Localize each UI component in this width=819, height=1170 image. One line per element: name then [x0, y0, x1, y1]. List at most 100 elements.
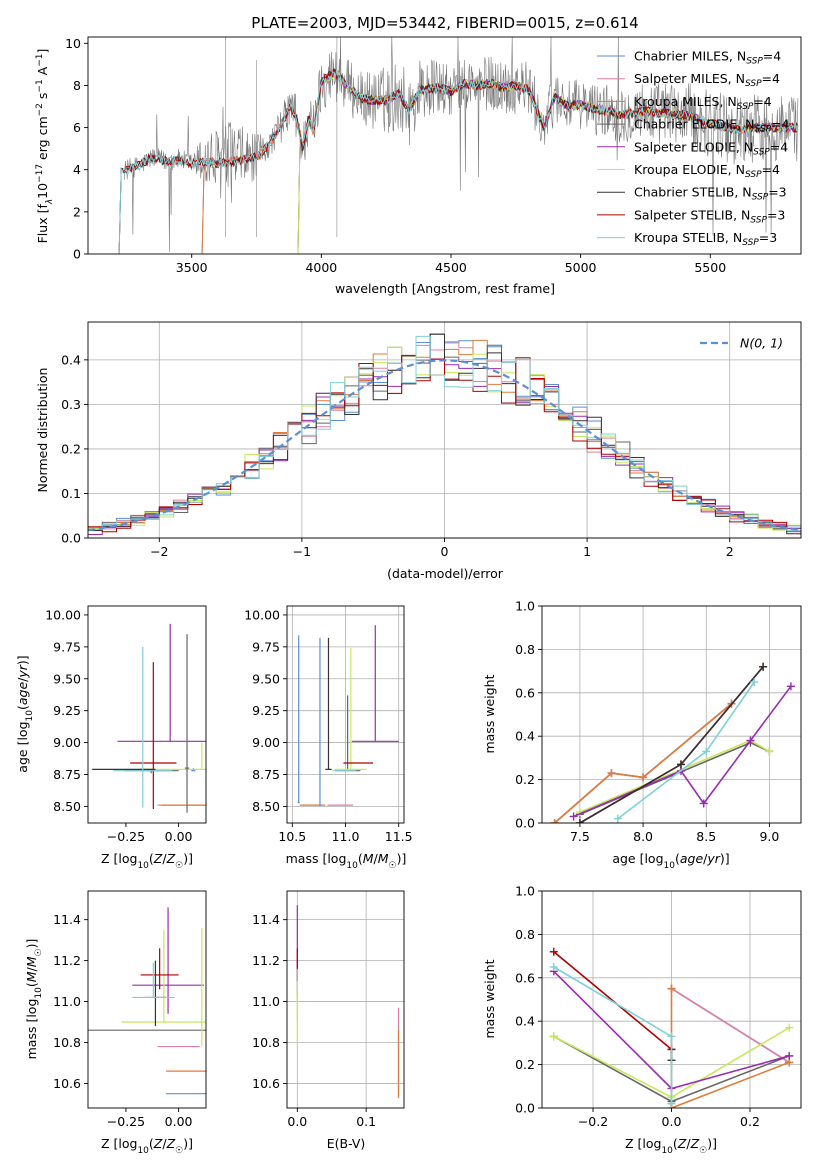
plot-area: [118, 37, 799, 254]
y-tick-label: 10.00: [45, 607, 81, 622]
legend-label: Salpeter ELODIE, NSSP=4: [634, 139, 788, 157]
plot-area: [549, 947, 794, 1108]
weight-line: [554, 702, 733, 823]
y-tick-label: 4: [73, 162, 81, 177]
y-tick-label: 0.4: [515, 1014, 535, 1029]
x-tick-label: −0.2: [578, 1114, 608, 1129]
y-tick-label: 2: [73, 204, 81, 219]
x-tick-label: −2: [150, 544, 168, 559]
plot-area: [296, 905, 400, 1098]
x-tick-label: 0.1: [356, 1114, 376, 1129]
x-tick-label: 0.00: [165, 829, 193, 844]
errorbar: [184, 634, 190, 813]
weight-marker: [549, 962, 558, 971]
panel-age-vs-mass: 10.5 11.0 11.5 8.50 8.75 9.00 9.25 9.50 9.75 10.0…: [244, 605, 413, 871]
weight-marker: [667, 1099, 676, 1108]
errorbar: [334, 648, 367, 770]
legend-label: Kroupa ELODIE, NSSP=4: [634, 162, 780, 180]
x-tick-label: 4500: [435, 260, 467, 275]
panel-spectrum: 3500 4000 4500 5000 5500 0 2 4 6 8 10 Chabrier MILE…: [35, 36, 802, 296]
y-tick-label: 11.2: [252, 953, 280, 968]
spectrum-model-line: [118, 69, 799, 254]
x-tick-label: −1: [293, 544, 311, 559]
y-tick-label: 1.0: [515, 599, 535, 614]
y-tick-label: 11.4: [53, 912, 81, 927]
y-tick-label: 0.6: [515, 970, 535, 985]
errorbar: [138, 742, 206, 770]
x-axis-label: age [log10(age/yr)]: [612, 851, 729, 871]
x-tick-label: 5500: [694, 260, 726, 275]
plot-area: [88, 333, 801, 537]
weight-marker: [702, 747, 711, 756]
x-axis-label: E(B-V): [327, 1136, 366, 1151]
weight-marker: [786, 682, 795, 691]
y-tick-label: 0.3: [61, 397, 81, 412]
weight-marker: [607, 769, 616, 778]
weight-line: [579, 666, 764, 823]
x-tick-label: 2: [726, 544, 734, 559]
x-tick-label: 5000: [565, 260, 597, 275]
weight-line: [671, 987, 790, 1064]
y-tick-label: 0.2: [515, 772, 535, 787]
panel-mass-vs-EBV: 0.0 0.1 10.6 10.8 11.0 11.2 11.4 E(B-V): [252, 890, 405, 1151]
x-axis-label: mass [log10(M/M☉)]: [286, 851, 407, 871]
y-tick-label: 8.50: [53, 799, 81, 814]
x-axis-label: wavelength [Angstrom, rest frame]: [335, 281, 555, 296]
y-tick-label: 0: [73, 247, 81, 262]
y-axis-label: Flux [fλ10−17 erg cm−2 s−1 A−1]: [35, 49, 55, 244]
y-axis-label: Normed distribution: [35, 368, 50, 493]
panel-mass-vs-Z: −0.25 0.00 10.6 10.8 11.0 11.2 11.4 Z [log10(Z/…: [24, 890, 207, 1156]
weight-line: [573, 685, 792, 818]
weight-line: [553, 951, 673, 1051]
y-tick-label: 11.0: [252, 994, 280, 1009]
weight-marker: [667, 984, 676, 993]
weight-marker: [549, 947, 558, 956]
weight-marker: [765, 747, 774, 756]
errorbar: [297, 635, 300, 804]
errorbar: [117, 623, 206, 742]
x-tick-label: 0.0: [287, 1114, 307, 1129]
y-tick-label: 9.25: [53, 703, 81, 718]
errorbar: [132, 962, 175, 999]
y-tick-label: 8.75: [53, 767, 81, 782]
x-axis-label: (data-model)/error: [387, 566, 504, 581]
x-tick-label: 4000: [305, 260, 337, 275]
errorbar: [144, 960, 166, 1027]
y-axis-label: age [log10(age/yr)]: [15, 655, 35, 772]
weight-line: [670, 988, 790, 1108]
errorbar: [113, 646, 173, 808]
panel-age-vs-Z: −0.25 0.00 8.50 8.75 9.00 9.25 9.50 9.75 10.00 Z …: [15, 605, 207, 871]
weight-marker: [575, 819, 584, 823]
normal-curve: [88, 359, 801, 532]
weight-marker: [569, 812, 578, 821]
y-tick-label: 11.0: [53, 994, 81, 1009]
weight-marker: [667, 1032, 676, 1041]
weight-marker: [759, 662, 768, 671]
y-tick-label: 9.25: [252, 703, 280, 718]
x-tick-label: 0: [441, 544, 449, 559]
x-axis-label: Z [log10(Z/Z☉)]: [101, 851, 193, 871]
errorbar: [132, 907, 204, 1014]
y-tick-label: 11.4: [252, 912, 280, 927]
y-tick-label: 9.75: [252, 639, 280, 654]
panel-age-weights: 7.5 8.0 8.5 9.0 0.0 0.2 0.4 0.6 0.8 1.0 age [log10…: [482, 599, 802, 871]
y-tick-label: 0.6: [515, 685, 535, 700]
y-axis-label: mass weight: [482, 674, 497, 753]
weight-marker: [699, 799, 708, 808]
y-tick-label: 10.6: [53, 1076, 81, 1091]
figure-title: PLATE=2003, MJD=53442, FIBERID=0015, z=0…: [251, 14, 638, 32]
weight-marker: [746, 736, 755, 745]
legend-label: N(0, 1): [740, 336, 783, 351]
axes-frame: [87, 890, 207, 1109]
y-tick-label: 0.0: [515, 1101, 535, 1116]
y-tick-label: 10.00: [244, 607, 280, 622]
y-tick-label: 0.8: [515, 642, 535, 657]
x-tick-label: 8.0: [633, 829, 653, 844]
spectrum-model-line: [118, 69, 799, 254]
axes-frame: [541, 605, 802, 824]
legend-label: Salpeter MILES, NSSP=4: [634, 71, 780, 89]
y-tick-label: 8: [73, 78, 81, 93]
x-tick-label: −0.25: [107, 829, 145, 844]
legend-label: Kroupa MILES, NSSP=4: [634, 94, 772, 112]
